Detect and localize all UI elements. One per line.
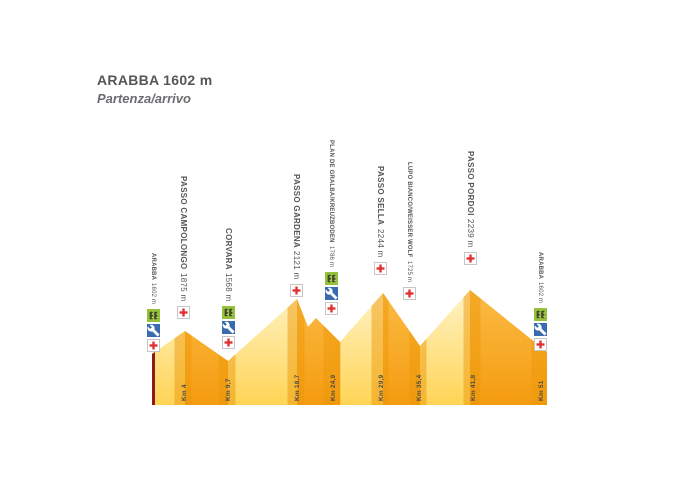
- km-marker-label: Km 41,8: [470, 374, 477, 401]
- station-name: LUPO BIANCO/WEISSER WOLF: [406, 162, 412, 258]
- medical-cross-icon: [289, 284, 303, 297]
- station-elevation: 1602 m: [537, 281, 543, 303]
- km-marker-label: Km 35,4: [416, 374, 423, 401]
- start-finish-subtitle: Partenza/arrivo: [97, 91, 191, 107]
- station-label: CORVARA 1568 m: [224, 227, 233, 301]
- elevation-profile-shape: [152, 290, 547, 405]
- station-label: PASSO GARDENA 2121 m: [292, 173, 301, 279]
- station-label: PASSO PORDOI 2239 m: [466, 150, 475, 247]
- station-elevation: 1786 m: [328, 245, 334, 267]
- medical-cross-icon: [221, 336, 235, 349]
- station-name: ARABBA: [537, 251, 543, 279]
- medical-cross-icon: [146, 339, 160, 352]
- start-location-title: ARABBA 1602 m: [97, 70, 212, 90]
- station-arabba-start: ARABBA 1602 m: [146, 253, 160, 352]
- refreshment-icon: [533, 308, 547, 321]
- station-label: PASSO SELLA 2244 m: [376, 166, 385, 257]
- mechanic-wrench-icon: [146, 324, 160, 337]
- station-passo-gardena: PASSO GARDENA 2121 m: [289, 174, 303, 297]
- station-elevation: 2239 m: [466, 218, 475, 247]
- refreshment-icon: [221, 306, 235, 319]
- station-name: PASSO CAMPOLONGO: [179, 175, 188, 270]
- medical-cross-icon: [402, 287, 416, 300]
- station-elevation: 1725 m: [406, 260, 412, 282]
- title-name: ARABBA: [97, 72, 159, 88]
- medical-cross-icon: [176, 306, 190, 319]
- station-arabba-finish: ARABBA 1602 m: [533, 252, 547, 351]
- medical-cross-icon: [324, 302, 338, 315]
- km-marker-label: Km 18,7: [294, 374, 301, 401]
- station-name: PASSO SELLA: [376, 166, 385, 226]
- station-name: PLAN DE GRALBA/KREUZBODEN: [328, 140, 334, 243]
- station-elevation: 1875 m: [179, 272, 188, 301]
- station-elevation: 1602 m: [150, 282, 156, 304]
- station-label: ARABBA 1602 m: [150, 253, 156, 304]
- station-passo-campolongo: PASSO CAMPOLONGO 1875 m: [176, 176, 190, 319]
- mechanic-wrench-icon: [533, 323, 547, 336]
- mechanic-wrench-icon: [324, 287, 338, 300]
- station-plan-de-gralba: PLAN DE GRALBA/KREUZBODEN 1786 m: [324, 140, 338, 315]
- station-passo-sella: PASSO SELLA 2244 m: [373, 166, 387, 275]
- station-passo-pordoi: PASSO PORDOI 2239 m: [463, 151, 477, 265]
- medical-cross-icon: [533, 338, 547, 351]
- station-label: LUPO BIANCO/WEISSER WOLF 1725 m: [406, 162, 412, 282]
- medical-cross-icon: [373, 262, 387, 275]
- station-elevation: 2121 m: [292, 250, 301, 279]
- station-name: CORVARA: [224, 227, 233, 270]
- station-elevation: 1568 m: [224, 272, 233, 301]
- medical-cross-icon: [463, 252, 477, 265]
- station-lupo-bianco: LUPO BIANCO/WEISSER WOLF 1725 m: [402, 162, 416, 300]
- station-name: PASSO PORDOI: [466, 150, 475, 216]
- station-label: PLAN DE GRALBA/KREUZBODEN 1786 m: [328, 140, 334, 267]
- station-name: PASSO GARDENA: [292, 173, 301, 248]
- km-marker-label: Km 24,9: [330, 374, 337, 401]
- station-corvara: CORVARA 1568 m: [221, 228, 235, 349]
- km-marker-label: Km 4: [181, 384, 188, 401]
- mechanic-wrench-icon: [221, 321, 235, 334]
- refreshment-icon: [324, 272, 338, 285]
- station-label: ARABBA 1602 m: [537, 252, 543, 303]
- station-elevation: 2244 m: [376, 228, 385, 257]
- km-marker-label: Km 29,9: [378, 374, 385, 401]
- event-title: ARABBA 1602 m Partenza/arrivo: [97, 70, 212, 109]
- km-marker-label: Km 51: [538, 380, 545, 401]
- title-elevation: 1602 m: [163, 72, 213, 88]
- km-marker-labels: Km 4 Km 9,7 Km 18,7 Km 24,9 Km 29,9 Km 3…: [181, 374, 545, 401]
- station-label: PASSO CAMPOLONGO 1875 m: [179, 175, 188, 301]
- station-name: ARABBA: [150, 252, 156, 280]
- km-marker-label: Km 9,7: [225, 378, 232, 401]
- refreshment-icon: [146, 309, 160, 322]
